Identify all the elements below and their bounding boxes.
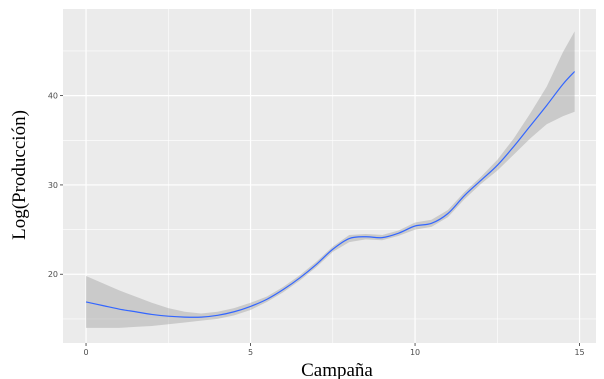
x-tick-label: 15 [574, 348, 584, 357]
plot-panel [63, 9, 596, 343]
x-axis-ticks: 0 5 10 15 [83, 343, 585, 357]
major-gridlines [63, 9, 596, 343]
y-tick-label: 30 [48, 181, 58, 190]
x-axis-title: Campaña [301, 360, 373, 379]
y-tick-label: 40 [48, 92, 58, 101]
smooth-line [85, 71, 576, 318]
y-axis-ticks: 20 30 40 [48, 92, 63, 279]
x-tick-label: 0 [83, 348, 88, 357]
confidence-ribbon [86, 31, 575, 328]
minor-gridlines [63, 9, 596, 343]
y-tick-label: 20 [48, 270, 58, 279]
x-tick-label: 10 [410, 348, 420, 357]
x-tick-label: 5 [248, 348, 253, 357]
y-axis-title: Log(Producción) [9, 110, 30, 240]
